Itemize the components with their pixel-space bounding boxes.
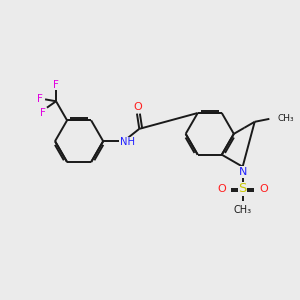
Text: F: F	[37, 94, 43, 104]
Text: F: F	[53, 80, 59, 90]
Text: NH: NH	[120, 137, 135, 147]
Text: S: S	[238, 182, 247, 195]
Text: O: O	[134, 102, 142, 112]
Text: CH₃: CH₃	[234, 205, 252, 215]
Text: F: F	[40, 108, 46, 118]
Text: O: O	[260, 184, 268, 194]
Text: O: O	[217, 184, 226, 194]
Text: N: N	[238, 167, 247, 177]
Text: CH₃: CH₃	[277, 114, 294, 123]
